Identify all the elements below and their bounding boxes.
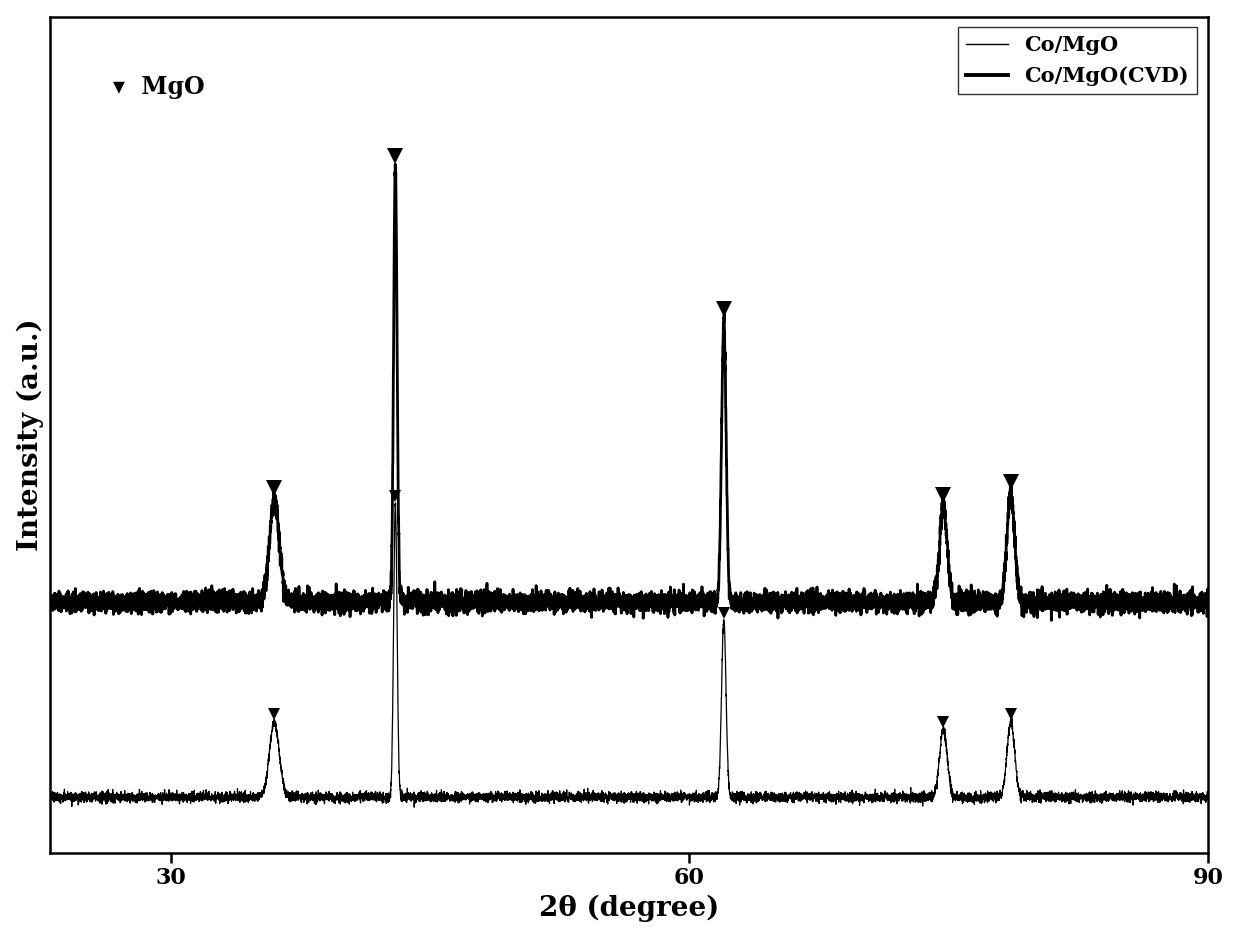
X-axis label: 2θ (degree): 2θ (degree)	[538, 895, 719, 922]
Co/MgO	[60, 793, 74, 804]
Line: Co/MgO(CVD): Co/MgO(CVD)	[0, 164, 1208, 621]
Co/MgO	[0, 791, 5, 802]
Co/MgO(CVD)	[314, 592, 329, 603]
Legend: Co/MgO, Co/MgO(CVD): Co/MgO, Co/MgO(CVD)	[957, 27, 1198, 94]
Co/MgO	[314, 789, 329, 800]
Co/MgO(CVD)	[1200, 600, 1215, 611]
Co/MgO(CVD)	[945, 603, 960, 614]
Co/MgO	[749, 794, 764, 806]
Co/MgO	[407, 802, 422, 813]
Co/MgO	[946, 792, 961, 803]
Y-axis label: Intensity (a.u.): Intensity (a.u.)	[16, 318, 45, 551]
Co/MgO	[730, 793, 745, 805]
Co/MgO	[1200, 788, 1215, 799]
Text: ▾  MgO: ▾ MgO	[113, 75, 205, 100]
Co/MgO(CVD)	[388, 159, 403, 170]
Co/MgO(CVD)	[1180, 598, 1195, 609]
Co/MgO(CVD)	[60, 598, 74, 609]
Co/MgO(CVD)	[748, 591, 763, 602]
Co/MgO	[388, 498, 403, 509]
Co/MgO	[1180, 790, 1195, 801]
Co/MgO(CVD)	[730, 595, 745, 607]
Line: Co/MgO: Co/MgO	[0, 503, 1208, 808]
Co/MgO(CVD)	[1044, 615, 1059, 626]
Co/MgO(CVD)	[0, 595, 5, 607]
